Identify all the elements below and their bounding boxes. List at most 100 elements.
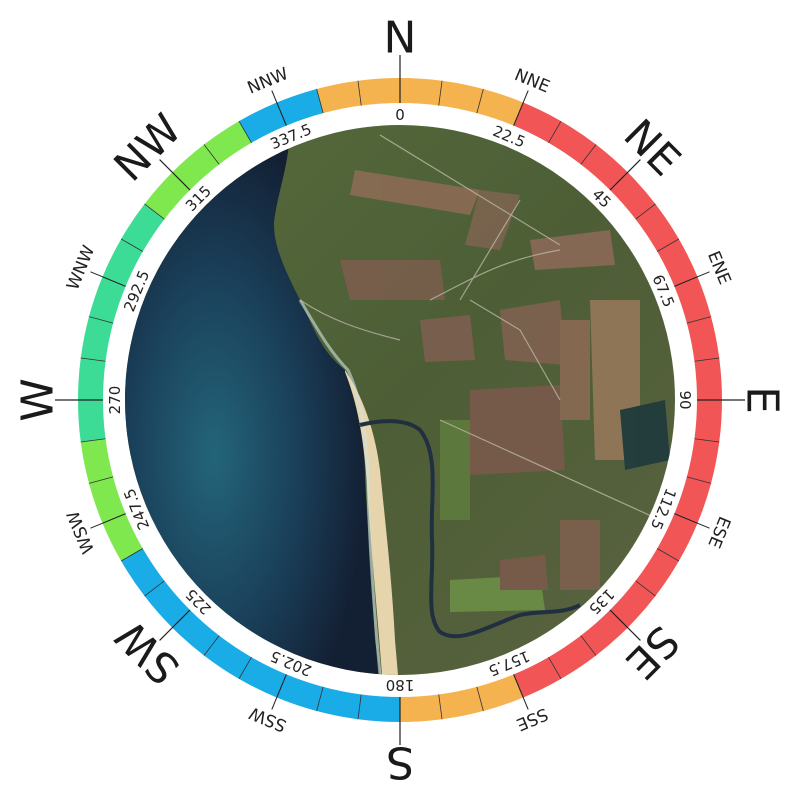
ring-segment bbox=[88, 276, 126, 324]
cardinal-label: S bbox=[386, 737, 414, 788]
ring-segment bbox=[144, 580, 190, 628]
ring-divider bbox=[580, 635, 597, 656]
shoreline-foam bbox=[298, 299, 382, 675]
direction-tick bbox=[609, 159, 641, 191]
direction-tick bbox=[674, 513, 710, 529]
ring-segment bbox=[438, 80, 484, 114]
ring-segment bbox=[635, 203, 679, 252]
ring-divider bbox=[635, 203, 656, 220]
direction-tick bbox=[271, 674, 287, 710]
degree-label: 180 bbox=[386, 676, 415, 694]
ring-segment bbox=[686, 438, 720, 484]
ring-divider bbox=[438, 694, 443, 720]
secondary-direction-label: SSE bbox=[513, 703, 551, 734]
ring-divider bbox=[238, 120, 252, 143]
secondary-direction-label: SSW bbox=[246, 702, 289, 735]
direction-ring bbox=[78, 78, 722, 722]
ring-divider bbox=[686, 476, 712, 484]
ring-divider bbox=[686, 316, 712, 324]
secondary-direction-label: WSW bbox=[63, 508, 99, 557]
ring-segment bbox=[610, 172, 656, 220]
ring-divider bbox=[357, 80, 362, 106]
ring-segment bbox=[102, 513, 143, 561]
ring-divider bbox=[694, 357, 720, 362]
direction-tick bbox=[159, 159, 191, 191]
ring-divider bbox=[438, 80, 443, 106]
ring-segment bbox=[400, 694, 443, 722]
ring-segment bbox=[276, 88, 324, 126]
ring-segment bbox=[102, 239, 143, 287]
direction-ticks bbox=[55, 55, 745, 745]
secondary-direction-label: ENE bbox=[703, 248, 735, 287]
ring-divider bbox=[548, 657, 562, 680]
ring-divider bbox=[80, 438, 106, 443]
beach bbox=[345, 370, 398, 675]
ring-segment bbox=[513, 102, 561, 143]
ring-divider bbox=[203, 144, 220, 165]
ring-segment bbox=[476, 674, 524, 712]
ring-segment bbox=[316, 80, 362, 114]
ring-segment bbox=[580, 144, 628, 190]
direction-tick bbox=[90, 513, 126, 529]
ring-segment bbox=[635, 548, 679, 597]
ring-segment bbox=[657, 513, 698, 561]
ring-divider bbox=[144, 580, 165, 597]
direction-tick bbox=[609, 609, 641, 641]
ring-divider bbox=[548, 120, 562, 143]
ring-divider bbox=[144, 203, 165, 220]
ring-divider bbox=[316, 686, 324, 712]
ring-divider bbox=[580, 144, 597, 165]
ring-segment bbox=[580, 610, 628, 656]
ring-segment bbox=[674, 476, 712, 524]
direction-tick bbox=[513, 674, 529, 710]
ring-segment bbox=[80, 316, 114, 362]
direction-tick bbox=[674, 271, 710, 287]
ring-segment bbox=[172, 144, 220, 190]
ring-segment bbox=[121, 548, 165, 597]
ring-segment bbox=[548, 635, 597, 679]
ring-segment bbox=[239, 657, 287, 698]
ring-segment bbox=[203, 635, 252, 679]
ring-divider bbox=[88, 476, 114, 484]
ring-divider bbox=[120, 548, 143, 562]
field-patches bbox=[340, 170, 670, 612]
sea bbox=[125, 125, 380, 675]
ring-segment bbox=[610, 580, 656, 628]
ring-segment bbox=[357, 78, 400, 106]
ring-segment bbox=[316, 686, 362, 720]
ring-segment bbox=[400, 78, 443, 106]
satellite-map bbox=[125, 125, 675, 675]
cardinal-label: W bbox=[13, 378, 64, 422]
ring-divider bbox=[694, 438, 720, 443]
ring-segment bbox=[276, 674, 324, 712]
secondary-direction-label: NNE bbox=[511, 65, 552, 97]
cardinal-label: E bbox=[737, 386, 788, 414]
degree-label: 270 bbox=[106, 386, 124, 415]
ring-segment bbox=[686, 316, 720, 362]
ring-segment bbox=[476, 88, 524, 126]
ring-divider bbox=[476, 686, 484, 712]
river bbox=[359, 419, 581, 639]
ring-segment bbox=[78, 400, 106, 443]
ring-divider bbox=[88, 316, 114, 324]
ring-segment bbox=[78, 357, 106, 400]
ring-segment bbox=[172, 610, 220, 656]
ring-divider bbox=[476, 88, 484, 114]
degree-label: 90 bbox=[676, 390, 694, 409]
ring-segment bbox=[657, 239, 698, 287]
ring-divider bbox=[80, 357, 106, 362]
ring-segment bbox=[513, 657, 561, 698]
ring-segment bbox=[357, 694, 400, 722]
ring-divider bbox=[203, 635, 220, 656]
ring-segment bbox=[694, 357, 722, 400]
ring-divider bbox=[238, 657, 252, 680]
ring-divider bbox=[657, 548, 680, 562]
secondary-direction-label: WNW bbox=[63, 243, 99, 294]
ring-divider bbox=[357, 694, 362, 720]
secondary-direction-label: NNW bbox=[245, 64, 292, 99]
direction-tick bbox=[90, 271, 126, 287]
direction-tick bbox=[271, 90, 287, 126]
ring-segment bbox=[203, 121, 252, 165]
ring-divider bbox=[120, 238, 143, 252]
